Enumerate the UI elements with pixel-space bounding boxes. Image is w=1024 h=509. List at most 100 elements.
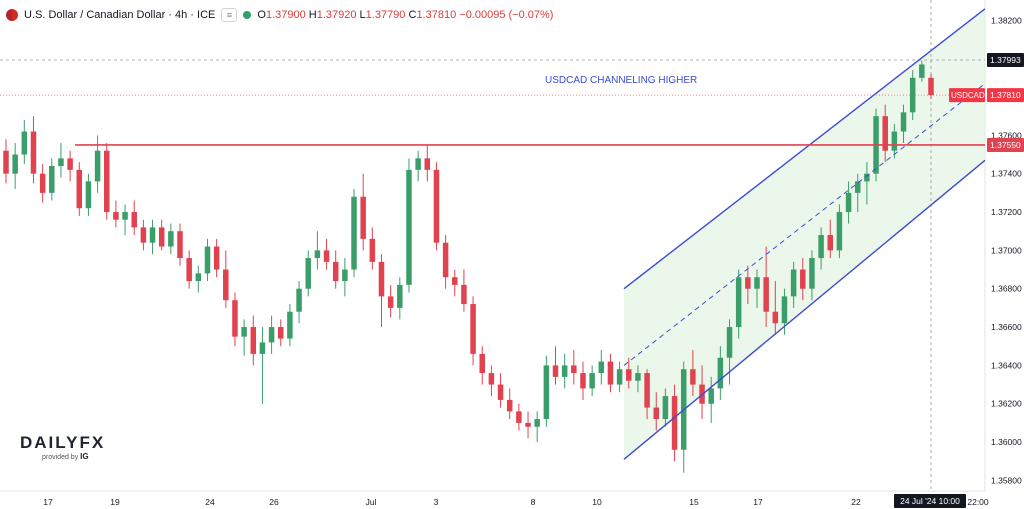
candle-body [387, 296, 394, 308]
candle-body [406, 169, 412, 285]
x-tick-label: 22 [851, 497, 861, 507]
candle-body [479, 353, 485, 374]
candle-body [928, 77, 934, 96]
candle-body [644, 373, 650, 408]
candle-body [360, 196, 366, 239]
candle-body [85, 181, 92, 209]
candle-body [809, 258, 815, 289]
current-price-text: 1.37810 [990, 90, 1021, 100]
candle-body [461, 284, 467, 305]
candle-body [442, 242, 449, 278]
candle-body [223, 269, 229, 301]
y-tick-label: 1.35800 [991, 475, 1022, 485]
candle-body [204, 246, 211, 274]
candle-body [818, 235, 824, 259]
candle-body [800, 269, 806, 289]
channel-middle-line [623, 83, 986, 366]
candle-body [76, 169, 83, 209]
y-tick-label: 1.36200 [991, 399, 1022, 409]
candle-body [690, 369, 696, 385]
candle-body [140, 227, 147, 243]
candle-body [278, 327, 284, 339]
candle-body [497, 384, 504, 400]
candle-body [314, 250, 321, 259]
y-tick-label: 1.38200 [991, 15, 1022, 25]
candle-body [177, 231, 183, 259]
candle-body [12, 154, 18, 174]
candle-body [49, 166, 55, 193]
current-price-label [987, 88, 1024, 103]
candle-body [305, 258, 311, 289]
candle-body [213, 246, 220, 270]
x-tick-label: Jul [366, 497, 377, 507]
candle-body [561, 365, 568, 377]
candle-body [516, 411, 522, 423]
candle-body [909, 77, 916, 113]
candle-body [882, 116, 888, 151]
candle-body [488, 373, 495, 385]
candle-body [122, 212, 128, 220]
candle-body [241, 327, 247, 337]
candle-body [21, 131, 28, 155]
candle-body [397, 284, 403, 308]
candle-body [268, 327, 275, 343]
candle-body [726, 327, 733, 358]
chart-annotation: USDCAD CHANNELING HIGHER [545, 75, 697, 86]
compare-icon[interactable]: ≡ [221, 8, 238, 22]
x-tick-label: 8 [531, 497, 536, 507]
candle-body [287, 311, 293, 339]
candle-body [452, 277, 458, 285]
symbol-title[interactable]: U.S. Dollar / Canadian Dollar · 4h · ICE [24, 9, 216, 21]
crosshair-price-text: 1.37993 [990, 55, 1021, 65]
y-tick-label: 1.36400 [991, 360, 1022, 370]
candle-body [790, 269, 797, 297]
candle-body [415, 158, 421, 170]
candle-body [30, 131, 37, 174]
channel-upper-line [623, 8, 986, 290]
candle-body [113, 212, 119, 220]
candle-body [616, 369, 623, 385]
y-tick-label: 1.37400 [991, 169, 1022, 179]
candle-body [369, 238, 376, 262]
candle-body [259, 342, 266, 354]
usd-cad-flag-icon [6, 9, 18, 21]
candle-body [67, 158, 73, 170]
candle-body [534, 419, 540, 427]
candle-body [754, 277, 760, 289]
y-tick-label: 1.36000 [991, 437, 1022, 447]
crosshair-time-text: 24 Jul '24 10:00 [900, 496, 960, 506]
candle-body [662, 396, 669, 420]
candle-body [671, 396, 678, 450]
candle-body [763, 277, 769, 312]
x-tick-label: 10 [592, 497, 602, 507]
symbol-label-text: USDCAD [951, 91, 985, 100]
x-tick-label: 15 [689, 497, 699, 507]
candle-body [836, 212, 843, 251]
candle-body [635, 373, 641, 381]
y-tick-label: 1.37600 [991, 130, 1022, 140]
x-tick-label: 24 [205, 497, 215, 507]
candle-body [186, 258, 192, 282]
candle-body [351, 196, 357, 270]
candle-body [195, 273, 202, 282]
candle-body [103, 150, 110, 213]
candle-body [342, 269, 348, 282]
candle-body [607, 361, 614, 385]
ohlc-readout: O1.37900 H1.37920 L1.37790 C1.37810 −0.0… [257, 9, 554, 21]
x-tick-label: 26 [269, 497, 279, 507]
candle-body [891, 131, 898, 151]
candle-body [131, 212, 137, 228]
chart-header: U.S. Dollar / Canadian Dollar · 4h · ICE… [6, 8, 553, 22]
dailyfx-logo: DAILYFX provided by IG [20, 433, 106, 461]
candle-body [470, 304, 476, 354]
candle-body [845, 192, 852, 213]
candle-body [571, 365, 577, 374]
candle-body [598, 361, 605, 374]
candle-body [39, 173, 46, 193]
y-tick-label: 1.36800 [991, 284, 1022, 294]
candle-body [168, 231, 174, 247]
candle-body [149, 227, 156, 243]
candle-body [323, 250, 330, 262]
y-tick-label: 1.37200 [991, 207, 1022, 217]
